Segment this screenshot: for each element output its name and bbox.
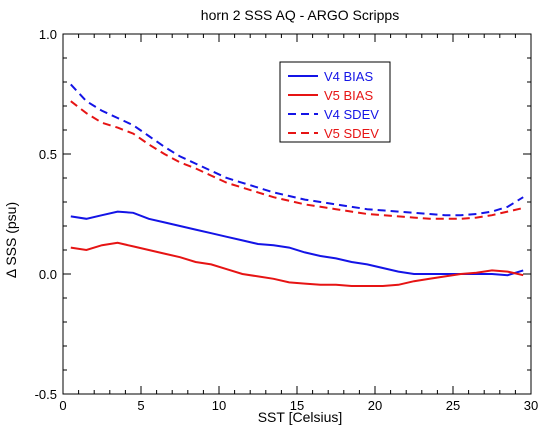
legend: V4 BIAS V5 BIAS V4 SDEV V5 SDEV <box>279 61 391 143</box>
x-tick-label: 25 <box>446 398 460 413</box>
x-tick-label: 5 <box>137 398 144 413</box>
legend-label: V4 BIAS <box>324 69 373 84</box>
x-tick-label: 10 <box>212 398 226 413</box>
series-lines <box>70 83 524 287</box>
x-tick-label: 30 <box>524 398 538 413</box>
legend-label: V4 SDEV <box>324 107 379 122</box>
y-axis-label: Δ SSS (psu) <box>3 202 19 278</box>
axes: 0 5 10 15 20 25 30 -0.5 0.0 0.5 1.0 <box>35 27 539 413</box>
y-tick-label: -0.5 <box>35 387 57 402</box>
y-tick-label: 0.0 <box>39 267 57 282</box>
x-tick-label: 20 <box>368 398 382 413</box>
series-line-v5-bias <box>70 241 524 287</box>
x-tick-label: 0 <box>59 398 66 413</box>
series-line-v4-bias <box>70 210 524 277</box>
x-axis-label: SST [Celsius] <box>258 409 343 425</box>
legend-label: V5 SDEV <box>324 126 379 141</box>
x-tick-label: 15 <box>290 398 304 413</box>
legend-label: V5 BIAS <box>324 88 373 103</box>
y-tick-label: 0.5 <box>39 147 57 162</box>
chart-title: horn 2 SSS AQ - ARGO Scripps <box>201 7 399 23</box>
y-tick-label: 1.0 <box>39 27 57 42</box>
series-line-v4-sdev <box>70 83 524 217</box>
series-line-v5-sdev <box>70 100 524 220</box>
